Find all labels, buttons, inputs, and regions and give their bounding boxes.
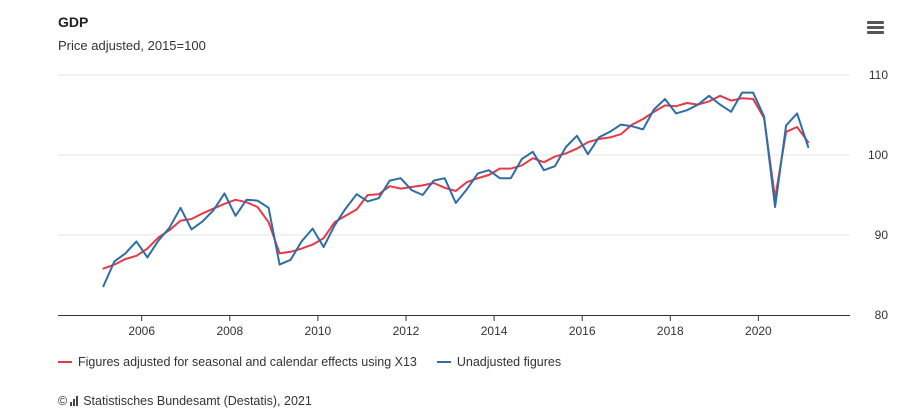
x-tick-label: 2014 (481, 324, 508, 338)
source-text: Statistisches Bundesamt (Destatis), 2021 (83, 394, 312, 408)
chart-title: GDP (58, 14, 89, 30)
y-tick-label: 100 (868, 148, 888, 162)
x-tick-label: 2006 (128, 324, 155, 338)
x-tick-label: 2016 (569, 324, 596, 338)
x-tick-label: 2008 (216, 324, 243, 338)
y-tick-label: 90 (875, 228, 889, 242)
legend-swatch-adjusted (58, 361, 72, 363)
legend-label-unadjusted: Unadjusted figures (456, 355, 562, 369)
menu-icon[interactable] (866, 20, 886, 36)
series-line-unadjusted (102, 91, 810, 288)
source-credit: © Statistisches Bundesamt (Destatis), 20… (58, 394, 312, 408)
legend-item-adjusted[interactable]: Figures adjusted for seasonal and calend… (58, 355, 417, 369)
legend-item-unadjusted[interactable]: Unadjusted figures (436, 355, 562, 369)
copyright-symbol: © (58, 394, 68, 408)
x-tick-label: 2010 (305, 324, 332, 338)
x-tick-label: 2012 (393, 324, 420, 338)
legend-swatch-unadjusted (436, 361, 451, 363)
destatis-logo-icon (70, 396, 79, 406)
x-tick-label: 2018 (657, 324, 684, 338)
series-line-adjusted (102, 94, 810, 270)
x-tick-label: 2020 (745, 324, 772, 338)
menu-icon-bar (867, 31, 884, 34)
legend: Figures adjusted for seasonal and calend… (58, 353, 581, 371)
y-tick-label: 110 (869, 68, 888, 82)
menu-icon-bar (867, 26, 884, 29)
menu-icon-bar (867, 21, 884, 24)
y-tick-label: 80 (875, 308, 889, 322)
legend-label-adjusted: Figures adjusted for seasonal and calend… (78, 355, 417, 369)
chart-subtitle: Price adjusted, 2015=100 (58, 38, 206, 53)
